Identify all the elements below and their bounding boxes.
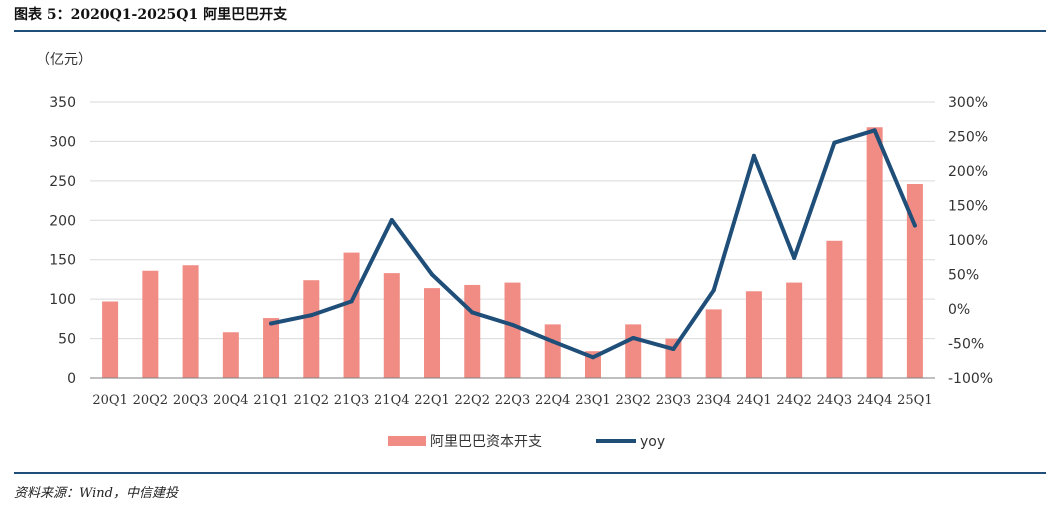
y-tick-label: 200 xyxy=(49,213,76,229)
bar-24Q3 xyxy=(826,240,843,378)
bar-24Q4 xyxy=(866,127,883,378)
bar-22Q3 xyxy=(504,282,521,378)
x-tick-label: 21Q3 xyxy=(334,393,369,408)
y-tick-label: 50 xyxy=(58,332,76,348)
x-tick-label: 20Q1 xyxy=(92,393,127,408)
bar-24Q1 xyxy=(745,291,762,378)
x-tick-label: 21Q2 xyxy=(294,393,329,408)
y-tick-label: 100 xyxy=(49,292,76,308)
legend-line-label: yoy xyxy=(640,434,665,450)
y-tick-label: 250 xyxy=(49,174,76,190)
bar-20Q4 xyxy=(222,332,239,378)
chart-title: 图表 5：2020Q1-2025Q1 阿里巴巴开支 xyxy=(14,7,288,23)
y2-tick-label: 100% xyxy=(948,233,988,249)
x-tick-label: 22Q1 xyxy=(414,393,449,408)
bar-21Q4 xyxy=(383,273,400,378)
bottom-rule xyxy=(14,472,1046,474)
yoy-point-24Q2 xyxy=(792,255,797,260)
y-tick-label: 0 xyxy=(67,371,76,387)
bar-25Q1 xyxy=(906,184,923,378)
x-tick-label: 20Q3 xyxy=(173,393,208,408)
bar-20Q2 xyxy=(142,270,159,378)
yoy-point-22Q1 xyxy=(430,272,435,277)
bar-22Q4 xyxy=(544,324,561,378)
legend-bar-swatch xyxy=(388,436,426,446)
bar-22Q2 xyxy=(464,284,481,378)
bar-23Q3 xyxy=(665,338,682,378)
x-tick-label: 20Q2 xyxy=(133,393,168,408)
line-layer xyxy=(269,128,917,360)
yoy-point-22Q2 xyxy=(470,310,475,315)
yoy-point-21Q4 xyxy=(389,217,394,222)
yoy-point-21Q2 xyxy=(309,313,314,318)
bar-21Q3 xyxy=(343,252,360,378)
axis-layer: 0 50 100 150 200 250 300 350 -100% -50% 0% 50% 100% 1… xyxy=(49,95,993,408)
bar-24Q2 xyxy=(786,282,803,378)
x-tick-label: 24Q3 xyxy=(817,393,852,408)
top-rule xyxy=(14,30,1046,32)
y-tick-label: 150 xyxy=(49,253,76,269)
bar-20Q1 xyxy=(102,301,119,378)
x-tick-label: 24Q2 xyxy=(776,393,811,408)
yoy-point-22Q4 xyxy=(550,339,555,344)
y2-tick-label: 0% xyxy=(948,302,970,318)
x-tick-label: 22Q4 xyxy=(535,393,570,408)
y-tick-label: 300 xyxy=(49,134,76,150)
yoy-point-23Q4 xyxy=(711,288,716,293)
x-tick-label: 23Q1 xyxy=(575,393,610,408)
x-tick-label: 24Q4 xyxy=(857,393,892,408)
x-tick-label: 20Q4 xyxy=(213,393,248,408)
bar-23Q1 xyxy=(584,351,601,378)
y-unit-label: （亿元） xyxy=(36,52,92,68)
x-tick-label: 22Q2 xyxy=(455,393,490,408)
bar-23Q4 xyxy=(705,309,722,378)
yoy-point-23Q3 xyxy=(671,347,676,352)
yoy-point-21Q1 xyxy=(269,321,274,326)
yoy-point-23Q1 xyxy=(590,355,595,360)
x-tick-label: 23Q4 xyxy=(696,393,731,408)
bar-22Q1 xyxy=(424,288,441,378)
y2-tick-label: 250% xyxy=(948,130,988,146)
y2-tick-label: -100% xyxy=(948,371,993,387)
bar-21Q1 xyxy=(263,318,280,378)
x-tick-label: 22Q3 xyxy=(495,393,530,408)
yoy-point-23Q2 xyxy=(631,335,636,340)
legend: 阿里巴巴资本开支 yoy xyxy=(388,434,665,450)
x-tick-label: 21Q4 xyxy=(374,393,409,408)
yoy-line xyxy=(269,128,917,360)
y2-tick-label: 300% xyxy=(948,95,988,111)
x-tick-label: 24Q1 xyxy=(736,393,771,408)
bar-layer xyxy=(102,127,923,378)
x-tick-label: 23Q2 xyxy=(615,393,650,408)
yoy-point-22Q3 xyxy=(510,322,515,327)
yoy-point-24Q1 xyxy=(751,153,756,158)
y-tick-label: 350 xyxy=(49,95,76,111)
bar-20Q3 xyxy=(182,265,199,378)
legend-bar-label: 阿里巴巴资本开支 xyxy=(430,434,542,450)
y2-tick-label: -50% xyxy=(948,337,984,353)
y2-tick-label: 200% xyxy=(948,164,988,180)
bar-23Q2 xyxy=(625,324,642,378)
yoy-point-24Q4 xyxy=(872,128,877,133)
source-note: 资料来源：Wind，中信建投 xyxy=(14,486,178,501)
y2-tick-label: 50% xyxy=(948,268,979,284)
x-tick-label: 21Q1 xyxy=(253,393,288,408)
y2-tick-label: 150% xyxy=(948,199,988,215)
yoy-point-25Q1 xyxy=(912,223,917,228)
yoy-point-24Q3 xyxy=(832,140,837,145)
x-tick-label: 25Q1 xyxy=(897,393,932,408)
yoy-point-21Q3 xyxy=(349,299,354,304)
bar-21Q2 xyxy=(303,280,320,378)
x-tick-label: 23Q3 xyxy=(656,393,691,408)
